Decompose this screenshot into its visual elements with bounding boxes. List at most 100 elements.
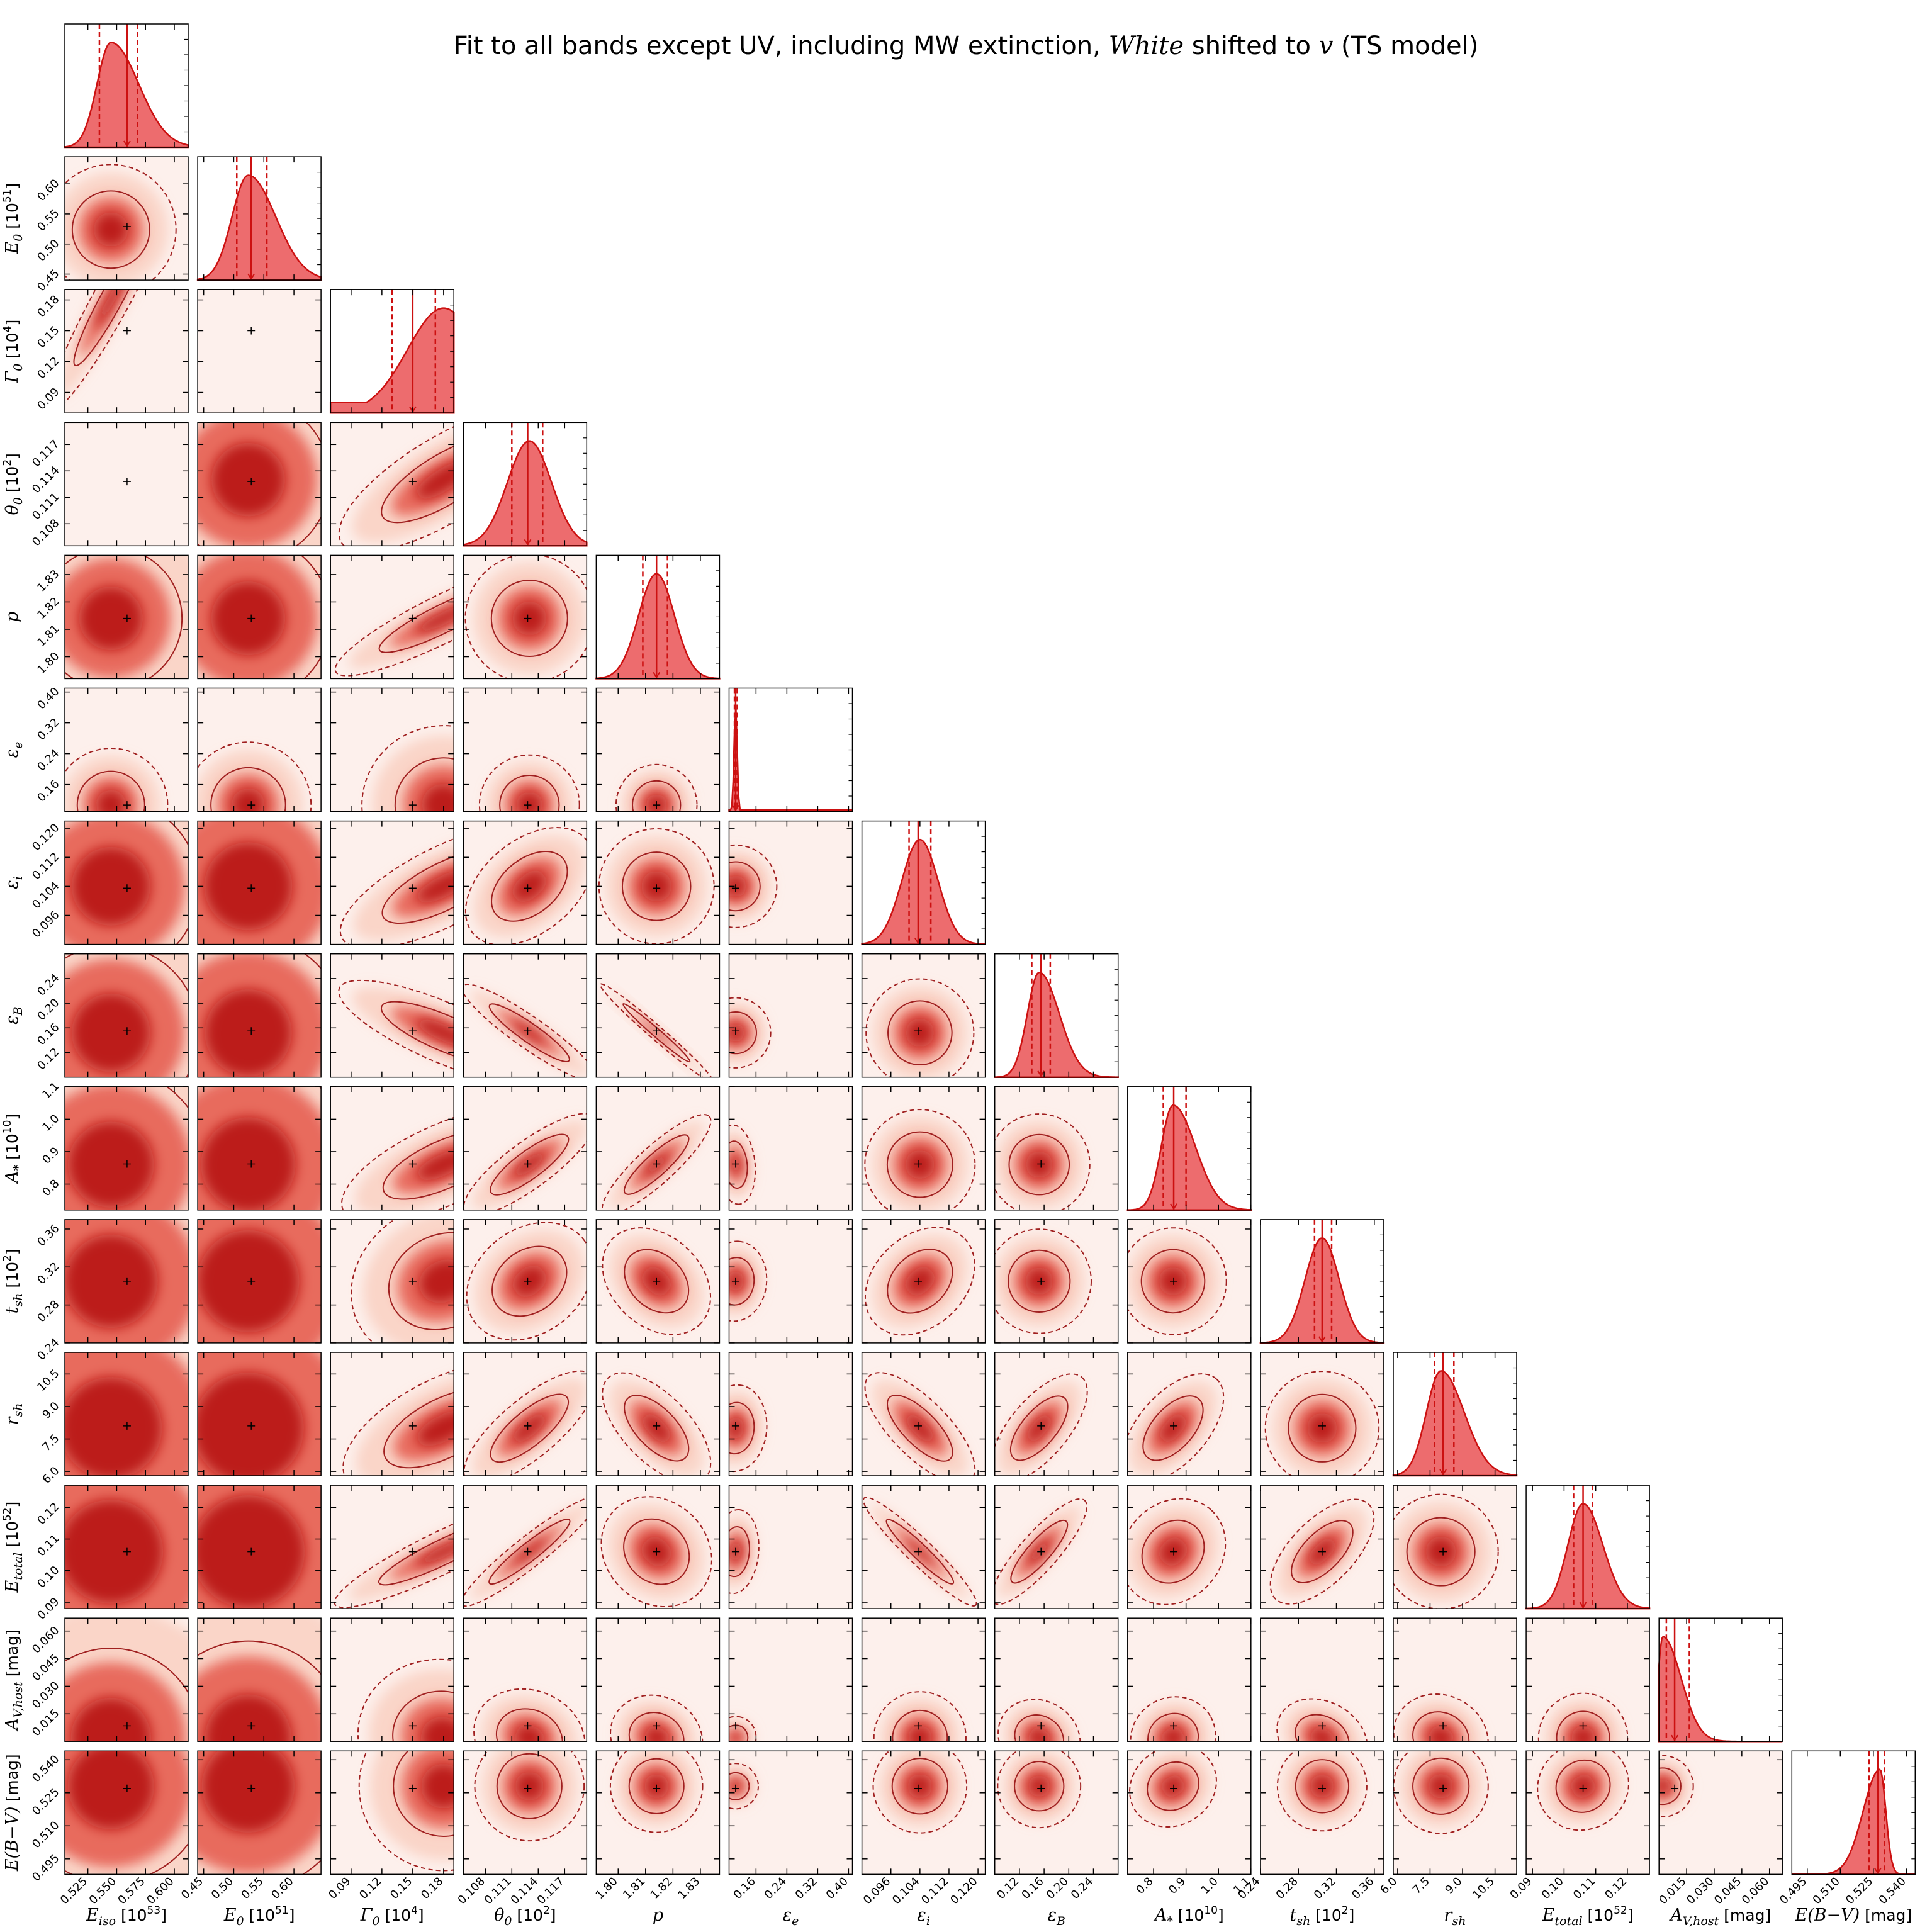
panel-frame-13-9 (1260, 1750, 1384, 1875)
panel-7-5 (728, 953, 853, 1078)
y-tick-label-13-1: 0.510 (30, 1819, 62, 1851)
median-marker-9-4 (653, 1277, 661, 1285)
density-core-13-1 (201, 1751, 295, 1833)
x-axis-label-5: εe (783, 1906, 799, 1928)
panel-8-2 (330, 1086, 454, 1211)
y-tick-label-12-3: 0.060 (30, 1624, 62, 1656)
median-arrow-12 (1671, 1734, 1678, 1742)
density-core-2-0 (94, 289, 128, 330)
panel-frame-12-1 (197, 1617, 322, 1742)
median-marker-3-0 (123, 478, 131, 486)
panel-frame-13-12 (1658, 1750, 1783, 1875)
panel-frame-7-1 (197, 953, 322, 1078)
panel-frame-6-5 (728, 820, 853, 945)
density-core-10-7 (1026, 1413, 1052, 1443)
panel-10-8 (1127, 1352, 1252, 1476)
x-axis-label-9: tsh [102] (1289, 1904, 1354, 1928)
panel-12-5 (728, 1617, 853, 1742)
median-marker-10-3 (524, 1422, 532, 1430)
median-marker-12-1 (247, 1722, 256, 1730)
y-tick-label-10-1: 7.5 (40, 1432, 62, 1454)
histogram-7 (994, 971, 1119, 1078)
y-tick-label-2-2: 0.15 (35, 323, 62, 351)
x-tick-label-1-3: 0.60 (269, 1875, 296, 1902)
contour-1sigma-12-9 (1295, 1714, 1350, 1742)
contour-2sigma-11-2 (334, 1495, 454, 1609)
density-core-7-0 (72, 993, 150, 1072)
y-tick-label-1-1: 0.50 (35, 237, 62, 264)
contour-1sigma-11-4 (623, 1518, 690, 1585)
y-tick-label-6-1: 0.104 (30, 879, 62, 911)
panel-frame-7-3 (463, 953, 588, 1078)
median-marker-7-6 (914, 1027, 922, 1035)
panel-4-1 (197, 554, 322, 680)
panel-frame-10-3 (463, 1352, 588, 1476)
contour-1sigma-7-5 (729, 1011, 757, 1055)
contour-2sigma-13-8 (1129, 1751, 1217, 1828)
panel-13-10: 6.0 7.5 9.0 10.5 (1378, 1750, 1517, 1902)
y-tick-label-6-0: 0.096 (30, 908, 62, 940)
density-core-10-3 (512, 1413, 547, 1444)
density-core-12-6 (907, 1725, 933, 1742)
median-marker-13-11 (1579, 1784, 1587, 1792)
panel-frame-9-0 (64, 1219, 189, 1344)
contour-1sigma-9-6 (887, 1249, 953, 1314)
x-tick-label-1-2: 0.55 (239, 1875, 266, 1902)
x-tick-label-0-2: 0.575 (115, 1875, 147, 1907)
panel-7-7 (994, 953, 1119, 1078)
contour-2sigma-10-2 (342, 1361, 454, 1476)
contour-2sigma-12-8 (1130, 1696, 1216, 1742)
contour-1sigma-2-0 (73, 289, 149, 367)
density-core-7-2 (415, 1019, 454, 1047)
contour-1sigma-11-10 (1406, 1517, 1476, 1587)
contour-2sigma-11-0 (65, 1485, 188, 1609)
contour-2sigma-8-3 (463, 1113, 587, 1210)
density-core-13-12 (1659, 1778, 1671, 1795)
y-tick-label-10-2: 9.0 (40, 1400, 62, 1422)
y-tick-label-2-0: 0.09 (35, 385, 62, 412)
panel-5-2 (330, 687, 454, 812)
contour-1sigma-7-0 (65, 953, 188, 1077)
contour-2sigma-10-9 (1264, 1371, 1380, 1476)
panel-frame-8-7 (994, 1086, 1119, 1211)
histogram-1 (196, 174, 322, 281)
panel-frame-11-6 (861, 1485, 986, 1609)
density-core-7-6 (906, 1018, 935, 1047)
density-core-12-8 (1162, 1727, 1184, 1742)
median-marker-11-3 (524, 1547, 532, 1556)
contour-1sigma-11-3 (488, 1519, 571, 1585)
contour-1sigma-10-2 (383, 1388, 454, 1469)
x-tick-label-4-3: 1.83 (675, 1875, 702, 1902)
contour-1sigma-7-4 (622, 1003, 691, 1063)
figure-title: Fit to all bands except UV, including MW… (0, 31, 1932, 60)
contour-2sigma-2-0 (65, 289, 174, 412)
contour-1sigma-5-0 (76, 770, 145, 812)
panel-0-0 (64, 23, 189, 149)
x-tick-label-6-0: 0.096 (861, 1875, 893, 1907)
median-marker-8-1 (247, 1160, 256, 1168)
panel-13-11: 0.09 0.10 0.11 0.12 (1507, 1750, 1650, 1902)
panel-9-8 (1127, 1219, 1252, 1344)
panel-11-8 (1127, 1485, 1252, 1609)
median-marker-13-7 (1037, 1784, 1045, 1792)
contour-2sigma-13-10 (1393, 1751, 1489, 1834)
x-tick-label-8-1: 0.9 (1166, 1875, 1188, 1897)
median-marker-7-3 (524, 1027, 532, 1035)
x-tick-label-11-0: 0.09 (1507, 1875, 1534, 1902)
median-marker-8-6 (914, 1160, 922, 1168)
contour-2sigma-13-7 (997, 1751, 1082, 1829)
histogram-12 (1658, 1636, 1783, 1743)
contour-1sigma-4-3 (490, 580, 568, 658)
panel-6-5 (728, 820, 853, 945)
x-tick-label-11-3: 0.12 (1602, 1875, 1629, 1902)
median-marker-12-7 (1037, 1722, 1045, 1730)
density-core-12-0 (70, 1697, 151, 1742)
x-tick-label-13-1: 0.510 (1811, 1875, 1843, 1907)
density-core-10-8 (1159, 1413, 1187, 1443)
median-marker-11-4 (653, 1547, 661, 1556)
median-marker-6-1 (247, 884, 256, 892)
panel-frame-11-7 (994, 1485, 1119, 1609)
panel-10-2 (330, 1352, 454, 1476)
median-marker-5-1 (247, 801, 256, 809)
median-marker-9-2 (408, 1277, 417, 1285)
